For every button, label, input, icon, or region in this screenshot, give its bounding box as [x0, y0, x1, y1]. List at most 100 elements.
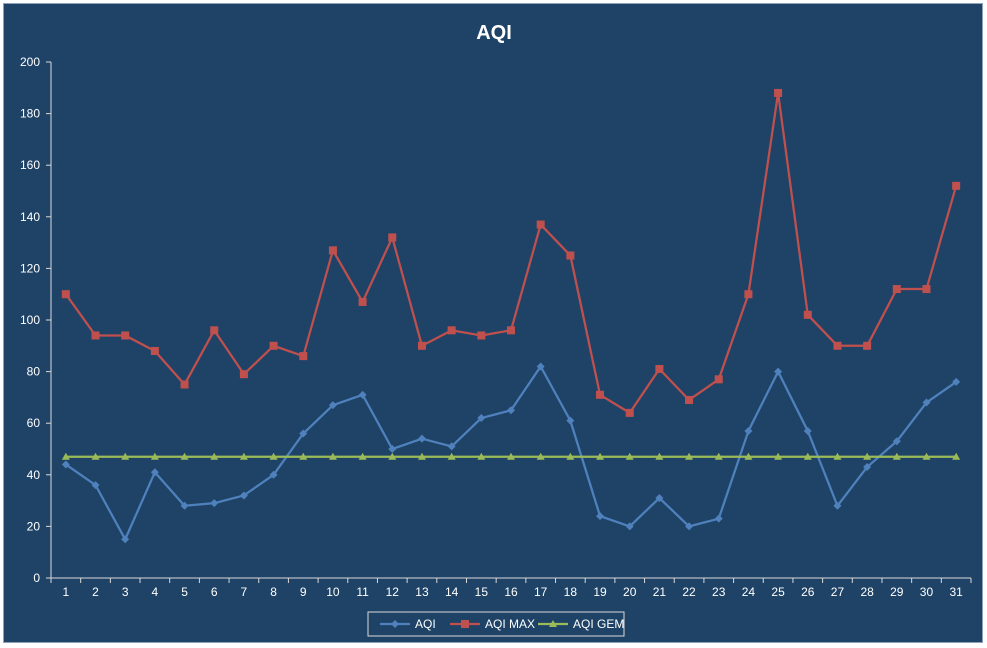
y-tick-label: 100: [20, 313, 40, 327]
data-point-aqi: [150, 468, 159, 477]
x-tick-label: 24: [742, 585, 756, 599]
y-tick-label: 120: [20, 261, 40, 275]
data-point-aqi-max: [91, 331, 100, 340]
x-tick-label: 31: [949, 585, 963, 599]
data-point-aqi-gem: [210, 452, 219, 460]
data-point-aqi: [863, 463, 872, 472]
data-point-aqi-max: [863, 341, 872, 350]
data-point-aqi-gem: [507, 452, 515, 460]
x-tick-label: 20: [623, 585, 637, 599]
series-aqi: [61, 362, 961, 544]
series-line-aqi-max: [64, 91, 958, 415]
data-point-aqi: [91, 481, 100, 490]
x-tick-label: 13: [415, 585, 429, 599]
x-tick-label: 2: [92, 585, 99, 599]
data-point-aqi-gem: [239, 452, 248, 460]
data-point-aqi-max: [210, 326, 219, 335]
x-tick-label: 8: [270, 585, 277, 599]
x-tick-label: 21: [653, 585, 667, 599]
x-tick-label: 23: [712, 585, 726, 599]
x-axis: 1 2 3 4 5 6 7 8 9 10 11 12 13 14 15 16 17 18 19 20 21 22 23 24 2…: [50, 577, 972, 599]
y-tick-label: 180: [20, 107, 40, 121]
x-tick-label: 26: [801, 585, 815, 599]
x-tick-label: 12: [386, 585, 400, 599]
data-point-aqi-max: [596, 390, 605, 399]
y-tick-label: 140: [20, 210, 40, 224]
x-tick-label: 19: [593, 585, 607, 599]
data-point-aqi-gem: [61, 452, 70, 460]
data-point-aqi-max: [180, 380, 189, 389]
data-point-aqi: [803, 426, 812, 435]
data-point-aqi-gem: [180, 452, 189, 460]
x-tick-label: 27: [831, 585, 845, 599]
data-point-aqi-gem: [150, 452, 159, 460]
data-point-aqi: [714, 514, 723, 523]
data-point-aqi: [417, 434, 426, 443]
data-point-aqi-max: [417, 341, 426, 350]
data-point-aqi-gem: [388, 452, 397, 460]
data-point-aqi-max: [536, 220, 545, 229]
data-point-aqi: [239, 491, 248, 500]
y-axis: 0 20 40 60 80 100 120 140 160 180 200: [20, 55, 52, 585]
legend-item-aqi: AQI: [380, 617, 436, 631]
data-point-aqi: [299, 429, 308, 438]
data-point-aqi: [477, 414, 486, 423]
data-point-aqi: [774, 367, 783, 376]
x-tick-label: 4: [152, 585, 159, 599]
data-point-aqi-max: [447, 326, 456, 335]
data-point-aqi-max: [655, 365, 664, 374]
data-point-aqi: [685, 522, 694, 531]
data-point-aqi-gem: [417, 452, 426, 460]
x-tick-label: 30: [920, 585, 934, 599]
x-tick-label: 22: [682, 585, 696, 599]
y-tick-label: 40: [27, 468, 41, 482]
x-tick-label: 10: [326, 585, 340, 599]
data-point-aqi-gem: [358, 452, 367, 460]
data-point-aqi-gem: [91, 452, 100, 460]
series-aqi-gem: [61, 452, 961, 460]
data-point-aqi-max: [625, 408, 634, 417]
data-point-aqi-max: [269, 341, 278, 350]
data-point-aqi: [833, 501, 842, 510]
y-tick-label: 80: [27, 365, 41, 379]
data-point-aqi-gem: [536, 452, 545, 460]
data-point-aqi-gem: [744, 452, 753, 460]
data-point-aqi-max: [952, 181, 961, 190]
data-point-aqi: [744, 426, 753, 435]
x-tick-label: 17: [534, 585, 548, 599]
data-point-aqi-gem: [269, 452, 278, 460]
data-point-aqi-gem: [477, 452, 486, 460]
data-point-aqi: [922, 398, 931, 407]
series-aqi-max: [61, 88, 961, 417]
x-tick-label: 6: [211, 585, 218, 599]
data-point-aqi: [596, 512, 605, 521]
data-point-aqi-gem: [922, 452, 931, 460]
data-point-aqi-gem: [685, 452, 694, 460]
data-point-aqi-max: [388, 233, 397, 242]
data-point-aqi-gem: [121, 452, 130, 460]
data-point-aqi-max: [477, 331, 486, 340]
data-point-aqi-gem: [714, 452, 723, 460]
y-tick-label: 200: [20, 55, 40, 69]
data-point-aqi-max: [328, 246, 337, 255]
data-point-aqi-gem: [803, 452, 812, 460]
data-point-aqi-max: [803, 310, 812, 319]
data-point-aqi: [210, 499, 219, 508]
data-point-aqi-gem: [566, 452, 575, 460]
x-tick-label: 28: [860, 585, 874, 599]
data-point-aqi-max: [685, 395, 694, 404]
data-point-aqi-gem: [892, 452, 901, 460]
data-point-aqi-max: [299, 352, 308, 361]
data-point-aqi: [536, 362, 545, 371]
data-point-aqi: [388, 445, 397, 453]
data-point-aqi-gem: [863, 452, 872, 460]
data-point-aqi-max: [61, 290, 70, 299]
data-point-aqi-max: [239, 370, 248, 379]
legend-label: AQI: [415, 617, 436, 631]
legend-item-aqi-max: AQI MAX: [450, 617, 535, 631]
data-point-aqi: [952, 377, 961, 386]
y-tick-label: 20: [27, 519, 41, 533]
data-point-aqi-gem: [596, 452, 605, 460]
